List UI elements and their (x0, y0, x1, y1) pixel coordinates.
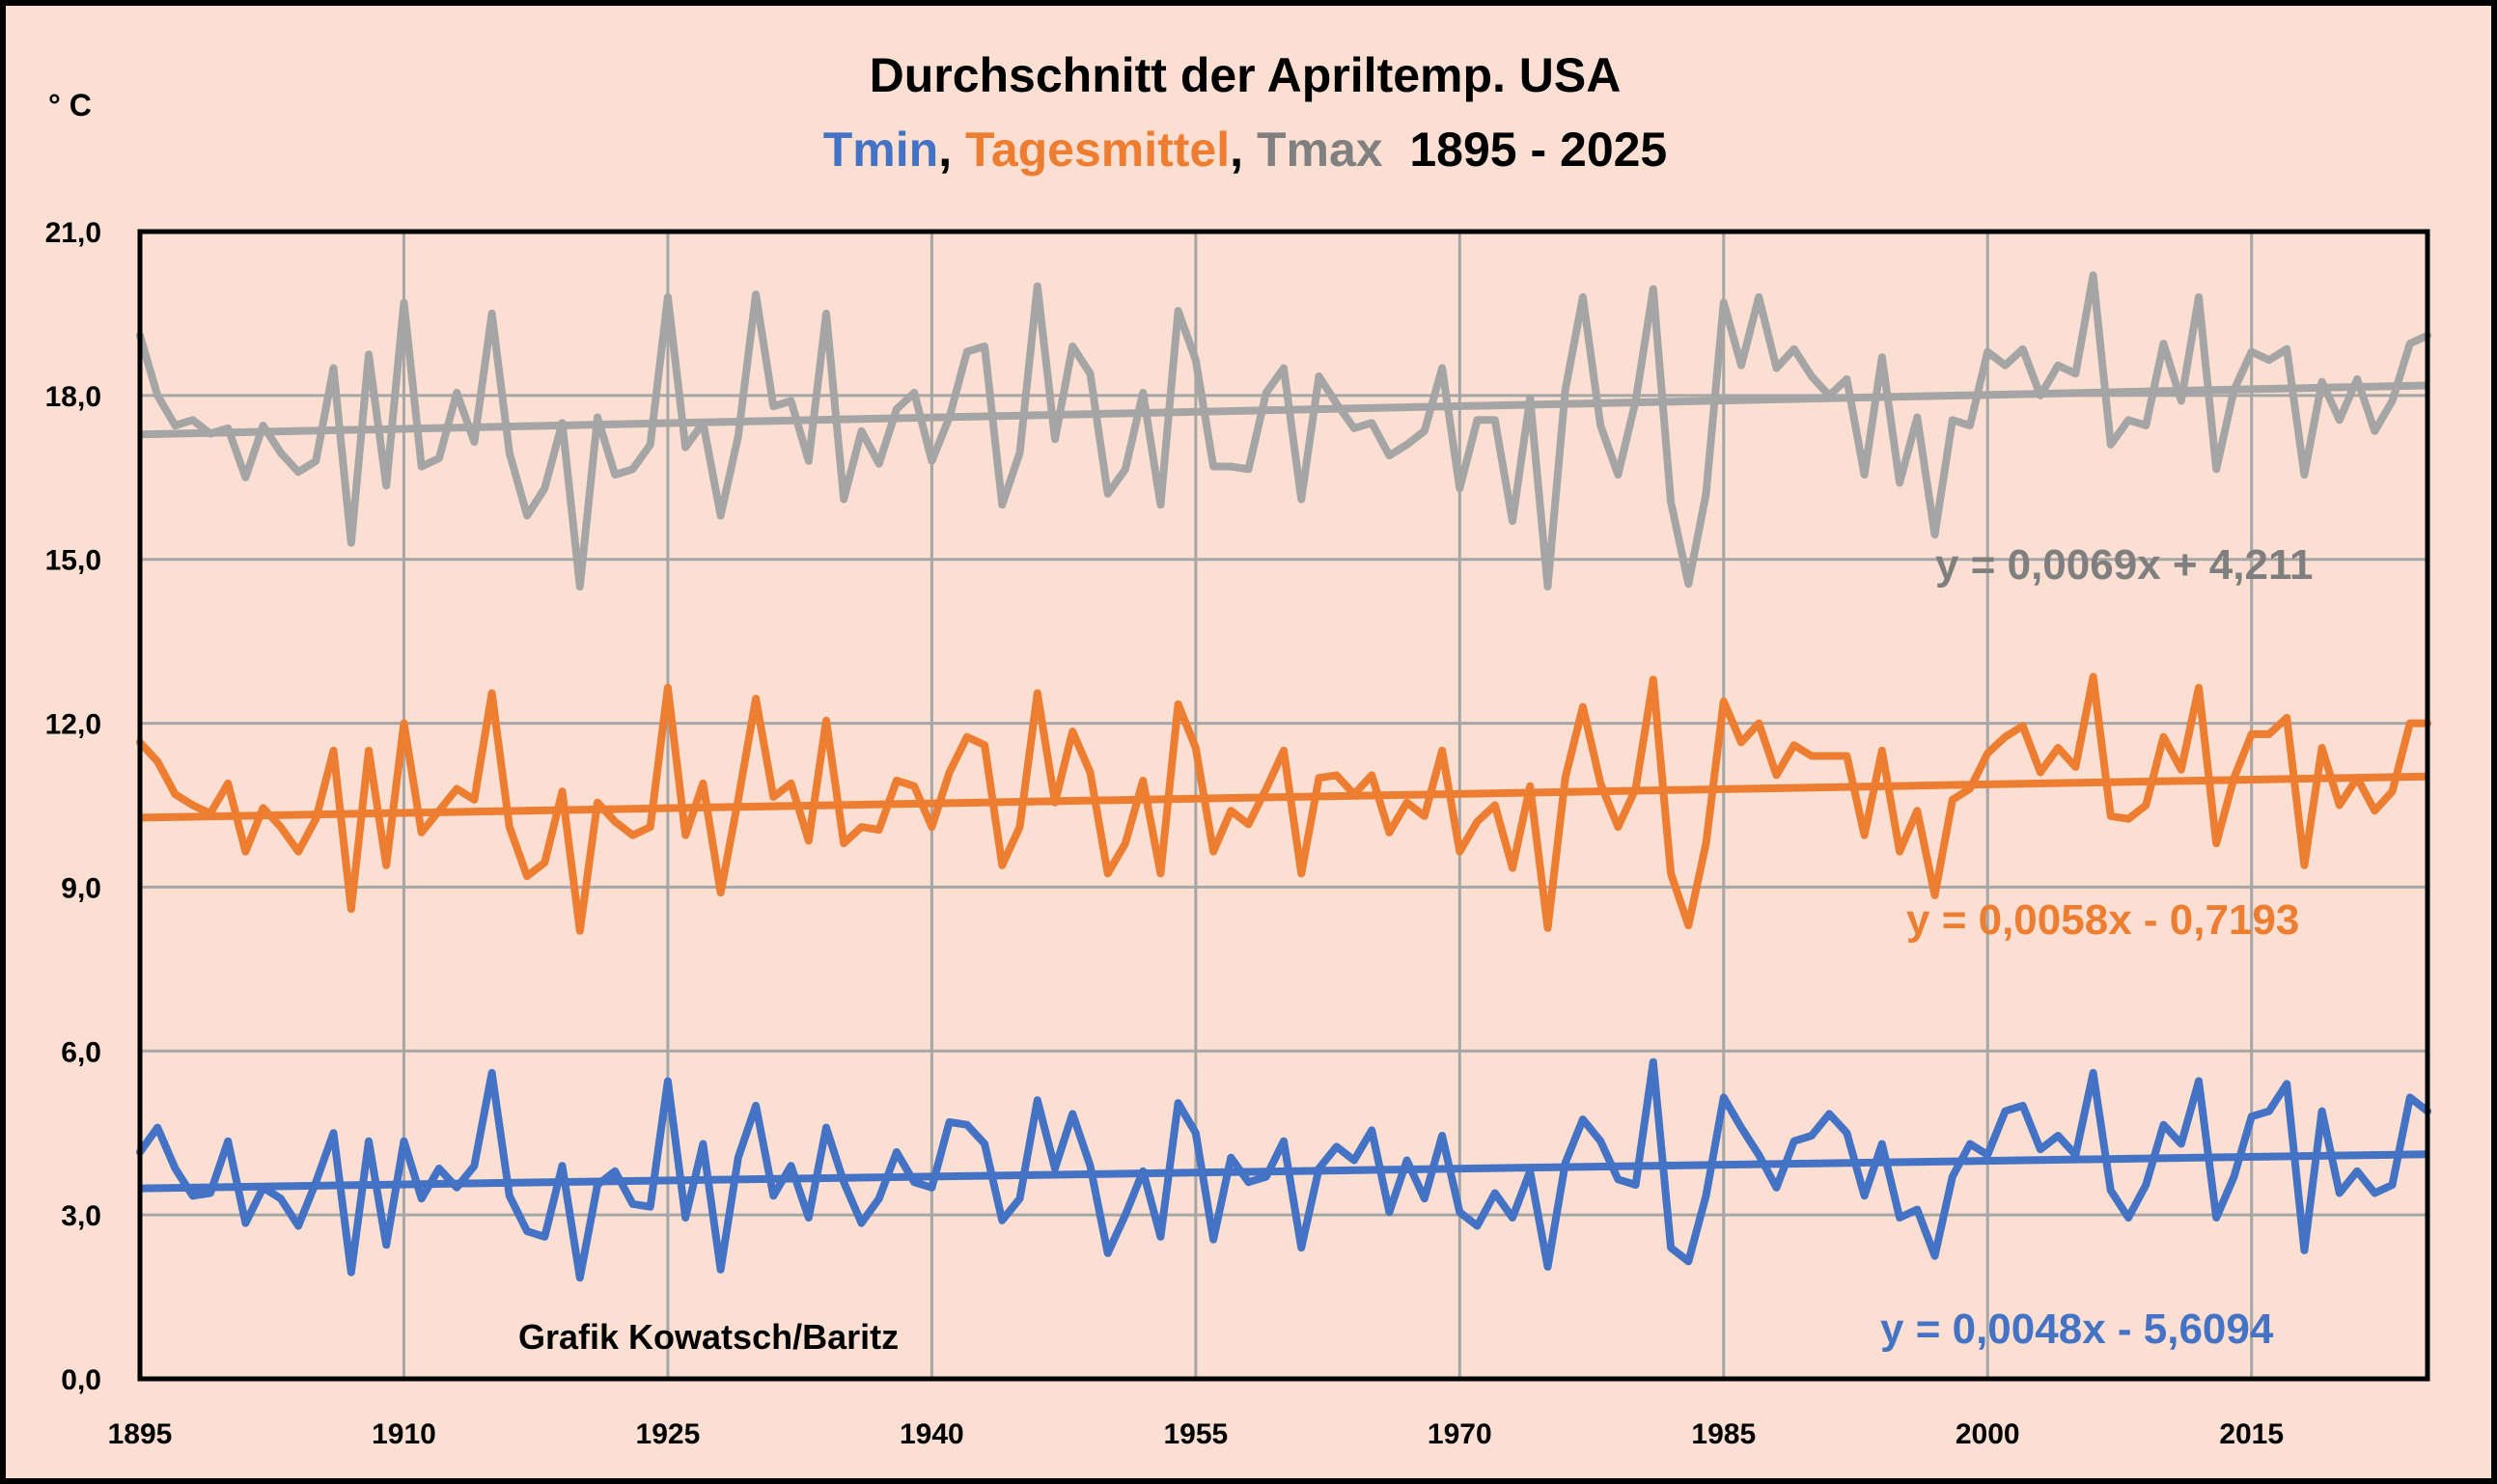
credit-annotation: Grafik Kowatsch/Baritz (518, 1317, 899, 1357)
chart-title: Durchschnitt der Apriltemp. USA (870, 48, 1622, 102)
trend-equation-tmax: y = 0,0069x + 4,211 (1935, 541, 2314, 589)
y-tick-label: 15,0 (45, 545, 101, 577)
x-tick-label: 1895 (108, 1418, 173, 1450)
plot-area-border (137, 229, 2430, 1382)
y-tick-label: 3,0 (61, 1200, 101, 1232)
subtitle-part: Tmin (823, 123, 938, 177)
x-tick-label: 1910 (372, 1418, 436, 1450)
series-layer (136, 271, 2431, 1282)
y-axis-tick-labels: 0,0 3,0 6,0 9,0 12,0 15,0 18,0 21,0 (45, 217, 101, 1396)
subtitle-part: Tmax (1257, 123, 1383, 177)
y-tick-label: 6,0 (61, 1036, 101, 1068)
trendline-tmax (139, 381, 2428, 439)
trendline-tmin (139, 1150, 2428, 1193)
x-tick-label: 1940 (900, 1418, 964, 1450)
chart-subtitle: Tmin, Tagesmittel, Tmax 1895 - 2025 (823, 123, 1668, 177)
subtitle-part: 1895 - 2025 (1383, 123, 1668, 177)
x-tick-label: 2000 (1956, 1418, 2020, 1450)
subtitle-part: , (938, 123, 965, 177)
x-tick-label: 2015 (2219, 1418, 2284, 1450)
trend-equation-tmin: y = 0,0048x - 5,6094 (1880, 1305, 2274, 1353)
y-tick-label: 21,0 (45, 217, 101, 249)
y-tick-label: 9,0 (61, 872, 101, 904)
x-tick-label: 1955 (1163, 1418, 1228, 1450)
trendline-tagesmittel (139, 772, 2428, 822)
y-tick-label: 12,0 (45, 709, 101, 741)
series-line-tagesmittel (136, 673, 2431, 935)
x-tick-label: 1970 (1428, 1418, 1492, 1450)
x-tick-label: 1925 (636, 1418, 701, 1450)
y-tick-label: 0,0 (61, 1364, 101, 1396)
y-axis-label: ° C (48, 88, 92, 123)
trend-equation-tagesmittel: y = 0,0058x - 0,7193 (1906, 896, 2299, 944)
x-axis-tick-labels: 1895 1910 1925 1940 1955 1970 1985 2000 2015 (108, 1418, 2284, 1450)
subtitle-part: , (1230, 123, 1257, 177)
x-tick-label: 1985 (1691, 1418, 1756, 1450)
series-line-tmax (136, 271, 2431, 591)
trendlines (139, 381, 2428, 1193)
subtitle-part: Tagesmittel (965, 123, 1230, 177)
y-tick-label: 18,0 (45, 381, 101, 413)
